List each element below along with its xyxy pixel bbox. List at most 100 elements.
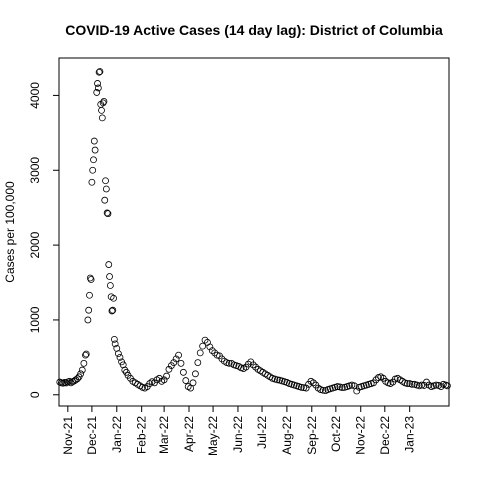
data-point [208,347,216,355]
plot-frame [58,57,450,407]
data-point [192,370,199,378]
data-point [175,351,182,359]
data-point [432,381,440,389]
y-tick-label: 2000 [28,231,42,258]
data-point [418,381,426,389]
x-tick-label: Sep-22 [305,416,319,455]
data-point [196,349,204,357]
y-tick-label: 1000 [28,306,42,333]
data-point [437,383,445,390]
data-point [89,166,97,174]
data-point [172,355,180,363]
data-point [90,137,98,145]
data-point [297,383,305,391]
data-point [182,377,190,384]
data-point [102,177,109,185]
x-tick-label: Feb-22 [135,416,149,454]
data-point [94,84,102,92]
x-axis: Nov-21 Dec-21 Jan-22 Feb-22 Mar-22 Apr-22 May-… [61,406,417,456]
x-tick-label: Dec-22 [378,416,392,455]
x-tick-label: Apr-22 [182,416,196,452]
data-point [99,99,107,107]
data-point [85,306,93,314]
data-point [170,359,178,366]
data-point [109,306,117,314]
x-tick-label: Dec-21 [85,416,99,455]
data-point [111,340,119,348]
y-tick-label: 0 [28,391,42,398]
data-point [110,294,117,302]
data-point [84,316,92,324]
x-tick-label: Jul-22 [255,416,269,449]
data-point [80,359,88,367]
data-point [86,274,94,282]
data-point [372,376,380,384]
data-point [160,376,168,384]
data-point [110,335,118,343]
data-point [105,261,113,268]
data-point [179,368,187,376]
data-point [194,359,202,366]
data-point [91,146,99,154]
data-point [86,291,93,299]
x-tick-label: May-22 [206,416,220,456]
x-tick-label: Jan-22 [110,416,124,453]
data-point [96,68,104,75]
data-point [93,89,101,96]
data-point [94,80,101,87]
data-point [218,355,226,363]
x-tick-label: Nov-21 [61,416,75,455]
data-point [165,365,173,373]
data-point [102,185,110,193]
data-point [252,363,260,371]
y-tick-label: 4000 [28,82,42,109]
x-tick-label: Oct-22 [329,416,343,452]
data-point [116,353,124,361]
data-point [114,350,122,358]
data-point [189,379,197,387]
data-point [106,282,114,289]
data-point [201,336,209,344]
data-point [334,383,341,390]
data-point [403,380,411,387]
data-point [106,273,113,280]
data-point [67,379,75,387]
data-point [98,106,105,114]
data-point [90,156,97,164]
data-point [420,382,428,389]
data-point [74,375,81,383]
data-point [87,276,95,283]
data-point [319,386,327,394]
data-point [82,351,89,359]
x-tick-label: Jan-23 [403,416,417,453]
data-point [309,379,317,387]
data-point [273,376,281,384]
x-tick-label: Aug-22 [280,416,294,455]
data-point [88,178,96,186]
data-point [338,384,346,392]
data-point [443,382,451,390]
data-point [244,360,252,368]
data-point [121,366,129,374]
y-tick-label: 3000 [28,157,42,184]
y-axis: 0 1000 2000 3000 4000 [28,82,59,398]
data-point [206,343,214,351]
data-point [225,359,233,367]
data-point [108,307,116,315]
data-point [211,349,219,357]
data-point [163,372,170,380]
data-point [177,359,185,367]
x-tick-label: Jun-22 [231,416,245,453]
data-point [77,370,85,378]
data-point [100,98,108,105]
data-point [249,361,257,369]
data-point [82,350,90,358]
chart-title: COVID-19 Active Cases (14 day lag): Dist… [65,22,443,38]
data-point [104,210,112,218]
data-point [62,379,70,387]
data-point [98,114,106,122]
data-point [103,209,111,217]
data-point [101,196,109,204]
x-tick-label: Mar-22 [157,416,171,454]
